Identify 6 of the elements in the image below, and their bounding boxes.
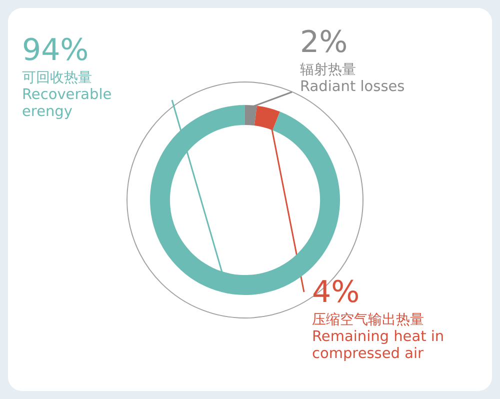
slice-label: 压缩空气输出热量 Remaining heat in compressed air	[312, 312, 444, 362]
slice-label: 辐射热量 Radiant losses	[300, 62, 405, 95]
data-label: 2%	[300, 25, 348, 60]
data-label: 94%	[22, 33, 89, 68]
slice-label: 可回收热量 Recoverable erengy	[22, 70, 112, 120]
data-label: 4%	[312, 275, 360, 310]
